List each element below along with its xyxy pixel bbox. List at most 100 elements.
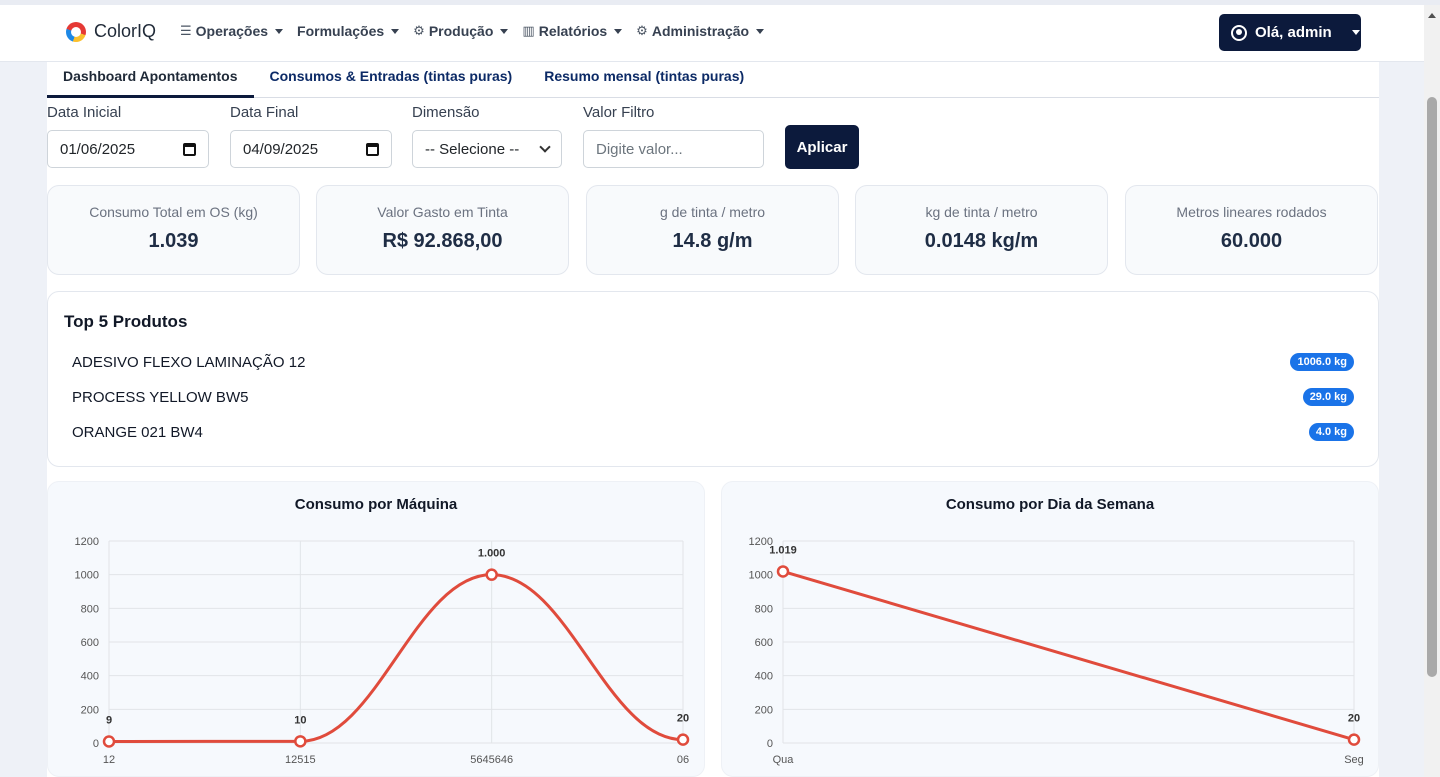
page-scrollbar[interactable] [1424, 5, 1440, 777]
kpi-row: Consumo Total em OS (kg) 1.039 Valor Gas… [47, 185, 1379, 275]
sliders-icon: ☰ [180, 23, 192, 38]
colori-logo-icon [66, 21, 86, 42]
nav-relatorios[interactable]: ▥ Relatórios [522, 23, 623, 39]
chart-consumo-maquina: 0 200 400 600 800 1000 1200 12 12515 5645646 06 9 10… [75, 536, 690, 766]
end-date-label: Data Final [230, 104, 299, 121]
y-tick-label: 800 [81, 603, 99, 615]
y-tick-label: 1000 [749, 570, 773, 582]
chart-consumo-dia-semana: 0 200 400 600 800 1000 1200 Qua Seg 1.019 20 [749, 536, 1364, 766]
nav-producao[interactable]: ⚙ Produção [413, 23, 509, 39]
kpi-value: 1.039 [148, 230, 199, 252]
brand-link[interactable]: ColorIQ [66, 21, 156, 42]
data-point[interactable] [102, 735, 116, 748]
top-products-card: Top 5 Produtos ADESIVO FLEXO LAMINAÇÃO 1… [47, 291, 1379, 467]
data-label: 1.019 [769, 544, 797, 556]
caret-down-icon [1351, 30, 1360, 35]
chart-title: Consumo por Máquina [294, 496, 458, 513]
main-menu: ☰ Operações Formulações ⚙ Produção ▥ Rel… [180, 23, 765, 39]
end-date-group: Data Final 04/09/2025 [230, 104, 392, 168]
nav-formulacoes[interactable]: Formulações [297, 23, 400, 39]
data-point[interactable] [294, 735, 307, 748]
user-menu-button[interactable]: Olá, admin [1219, 14, 1361, 51]
y-tick-label: 200 [81, 704, 99, 716]
data-point[interactable] [485, 568, 498, 581]
list-item: ADESIVO FLEXO LAMINAÇÃO 12 1006.0 kg [72, 350, 1354, 374]
filter-bar: Data Inicial 01/06/2025 Data Final 04/09… [47, 104, 1379, 174]
y-tick-label: 400 [81, 671, 99, 683]
kpi-g-por-metro: g de tinta / metro 14.8 g/m [586, 185, 839, 275]
dimension-selected-value: -- Selecione -- [425, 140, 520, 158]
nav-operacoes[interactable]: ☰ Operações [180, 23, 284, 39]
x-tick-label: 5645646 [470, 754, 513, 766]
caret-down-icon [275, 28, 284, 34]
end-date-input[interactable]: 04/09/2025 [230, 130, 392, 168]
filter-value-input[interactable]: Digite valor... [583, 130, 764, 168]
chart-card-maquina: Consumo por Máquina 0 200 400 600 800 1000 120… [47, 481, 705, 777]
nav-administracao[interactable]: ⚙ Administração [636, 23, 765, 39]
top-strip [0, 0, 1440, 5]
kpi-value: 0.0148 kg/m [924, 230, 1039, 252]
caret-down-icon [614, 28, 623, 34]
bar-chart-icon: ▥ [522, 23, 535, 38]
series-line [782, 570, 1355, 742]
apply-button[interactable]: Aplicar [785, 125, 859, 169]
series-line [108, 573, 684, 743]
qty-badge: 1006.0 kg [1290, 353, 1354, 371]
y-tick-label: 800 [755, 603, 773, 615]
kpi-metros-lineares: Metros lineares rodados 60.000 [1125, 185, 1378, 275]
dimension-label: Dimensão [412, 104, 480, 121]
nav-producao-label: Produção [428, 23, 494, 39]
tab-consumos-entradas[interactable]: Consumos & Entradas (tintas puras) [269, 68, 513, 84]
start-date-group: Data Inicial 01/06/2025 [47, 104, 209, 168]
filter-value-group: Valor Filtro Digite valor... [583, 104, 764, 168]
y-tick-label: 400 [755, 671, 773, 683]
tab-resumo-mensal[interactable]: Resumo mensal (tintas puras) [544, 68, 745, 84]
data-label: 20 [1348, 713, 1360, 725]
kpi-label: g de tinta / metro [659, 204, 766, 220]
kpi-value: R$ 92.868,00 [382, 230, 503, 252]
nav-operacoes-label: Operações [195, 23, 269, 39]
dimension-select[interactable]: -- Selecione -- [412, 130, 562, 168]
nav-formulacoes-label: Formulações [297, 23, 385, 39]
dimension-group: Dimensão -- Selecione -- [412, 104, 562, 168]
data-point[interactable] [1347, 733, 1361, 746]
start-date-input[interactable]: 01/06/2025 [47, 130, 209, 168]
y-tick-label: 200 [755, 704, 773, 716]
y-tick-label: 600 [755, 637, 773, 649]
top-products-title: Top 5 Produtos [64, 312, 188, 331]
kpi-label: Valor Gasto em Tinta [377, 204, 508, 220]
y-tick-label: 1000 [75, 570, 99, 582]
kpi-value: 60.000 [1220, 230, 1283, 252]
data-label: 10 [294, 714, 306, 726]
scroll-up-icon[interactable] [1428, 13, 1436, 18]
product-name: PROCESS YELLOW BW5 [72, 388, 249, 406]
product-name: ADESIVO FLEXO LAMINAÇÃO 12 [72, 353, 306, 371]
start-date-value: 01/06/2025 [60, 140, 136, 158]
x-tick-label: Seg [1344, 754, 1364, 766]
list-item: PROCESS YELLOW BW5 29.0 kg [72, 385, 1354, 409]
calendar-icon[interactable] [183, 142, 196, 156]
caret-down-icon [500, 28, 509, 34]
y-tick-label: 1200 [749, 536, 773, 548]
kpi-kg-por-metro: kg de tinta / metro 0.0148 kg/m [855, 185, 1108, 275]
x-tick-label: Qua [773, 754, 795, 766]
chart-title: Consumo por Dia da Semana [945, 496, 1155, 513]
x-tick-label: 06 [677, 754, 689, 766]
calendar-icon[interactable] [366, 142, 379, 156]
data-point[interactable] [776, 565, 790, 578]
product-name: ORANGE 021 BW4 [72, 423, 203, 441]
start-date-label: Data Inicial [47, 104, 122, 121]
scroll-thumb[interactable] [1427, 97, 1437, 677]
data-label: 20 [677, 713, 689, 725]
brand-name: ColorIQ [94, 21, 157, 41]
caret-down-icon [391, 28, 400, 34]
x-tick-label: 12515 [285, 754, 316, 766]
kpi-consumo-total: Consumo Total em OS (kg) 1.039 [47, 185, 300, 275]
filter-value-placeholder: Digite valor... [596, 140, 683, 158]
chevron-down-icon [539, 141, 551, 153]
data-point[interactable] [676, 733, 690, 746]
x-tick-label: 12 [103, 754, 115, 766]
tab-dashboard-apontamentos[interactable]: Dashboard Apontamentos [47, 62, 254, 98]
filter-value-label: Valor Filtro [583, 104, 655, 121]
user-circle-icon [1231, 24, 1247, 41]
